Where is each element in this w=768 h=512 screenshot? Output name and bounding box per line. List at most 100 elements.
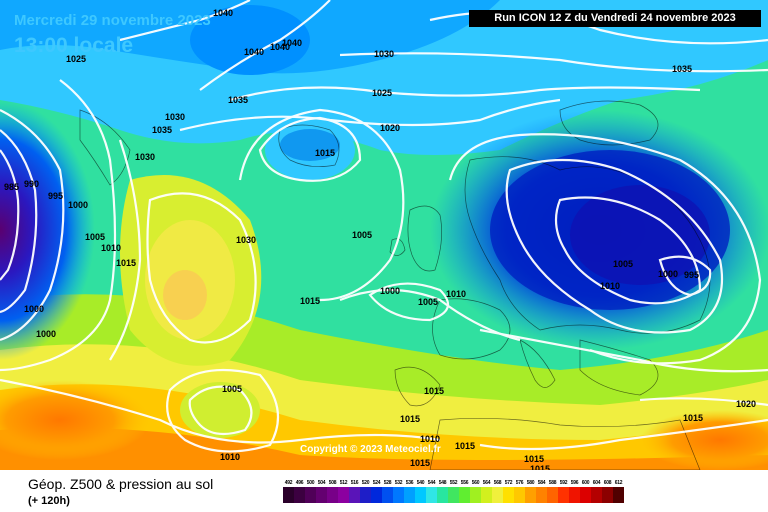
run-info: Run ICON 12 Z du Vendredi 24 novembre 20… (469, 10, 761, 27)
scale-label: 524 (372, 480, 381, 486)
isobar-label: 1040 (213, 8, 233, 18)
color-scale: 492 496 500 504 508 512 516 520 524 528 532 536 540 5… (283, 480, 624, 503)
scale-swatch (294, 487, 305, 503)
scale-step: 556 (459, 480, 470, 503)
isobar-label: 1015 (116, 258, 136, 268)
scale-swatch (525, 487, 536, 503)
isobar-label: 1000 (658, 269, 678, 279)
scale-label: 544 (427, 480, 436, 486)
scale-swatch (481, 487, 492, 503)
scale-step: 504 (316, 480, 327, 503)
scale-step: 580 (525, 480, 536, 503)
forecast-time: 13:00 locale (14, 34, 134, 57)
isobars (0, 0, 768, 453)
scale-step: 572 (503, 480, 514, 503)
scale-swatch (393, 487, 404, 503)
scale-step: 560 (470, 480, 481, 503)
scale-step: 540 (415, 480, 426, 503)
scale-label: 520 (361, 480, 370, 486)
isobar-label: 1025 (66, 54, 86, 64)
coastlines (79, 100, 711, 470)
scale-label: 580 (526, 480, 535, 486)
scale-label: 608 (603, 480, 612, 486)
scale-label: 572 (504, 480, 513, 486)
isobar-label: 1030 (165, 112, 185, 122)
isobar-label: 1035 (672, 64, 692, 74)
isobar-label: 1005 (613, 259, 633, 269)
isobar-label: 985 (4, 182, 19, 192)
scale-step: 592 (558, 480, 569, 503)
isobar-label: 1030 (374, 49, 394, 59)
scale-swatch (503, 487, 514, 503)
scale-label: 492 (284, 480, 293, 486)
scale-step: 536 (404, 480, 415, 503)
scale-step: 512 (338, 480, 349, 503)
scale-step: 584 (536, 480, 547, 503)
scale-swatch (536, 487, 547, 503)
scale-step: 532 (393, 480, 404, 503)
isobar-label: 1020 (736, 399, 756, 409)
copyright: Copyright © 2023 Meteociel.fr (300, 444, 441, 455)
scale-swatch (338, 487, 349, 503)
isobar-label: 1015 (300, 296, 320, 306)
scale-step: 576 (514, 480, 525, 503)
scale-swatch (470, 487, 481, 503)
scale-label: 584 (537, 480, 546, 486)
scale-step: 588 (547, 480, 558, 503)
scale-step: 548 (437, 480, 448, 503)
scale-step: 604 (591, 480, 602, 503)
isobar-label: 1015 (530, 464, 550, 470)
isobar-label: 1005 (352, 230, 372, 240)
scale-swatch (580, 487, 591, 503)
scale-swatch (415, 487, 426, 503)
scale-label: 592 (559, 480, 568, 486)
isobar-label: 1010 (420, 434, 440, 444)
isobar-label: 1015 (455, 441, 475, 451)
scale-step: 600 (580, 480, 591, 503)
scale-label: 612 (614, 480, 623, 486)
legend-title: Géop. Z500 & pression au sol (28, 476, 214, 492)
scale-swatch (558, 487, 569, 503)
isobar-label: 1015 (410, 458, 430, 468)
forecast-date: Mercredi 29 novembre 2023 (14, 12, 211, 29)
scale-step: 612 (613, 480, 624, 503)
scale-step: 564 (481, 480, 492, 503)
scale-label: 536 (405, 480, 414, 486)
scale-step: 520 (360, 480, 371, 503)
scale-label: 508 (328, 480, 337, 486)
isobar-label: 1000 (36, 329, 56, 339)
isobar-label: 1005 (418, 297, 438, 307)
isobar-labels: 1040 1025 1040 1040 1040 1030 1035 1025 … (4, 8, 756, 470)
scale-label: 600 (581, 480, 590, 486)
scale-step: 492 (283, 480, 294, 503)
isobar-label: 1040 (244, 47, 264, 57)
isobar-label: 1035 (228, 95, 248, 105)
scale-swatch (404, 487, 415, 503)
scale-label: 548 (438, 480, 447, 486)
scale-swatch (448, 487, 459, 503)
scale-swatch (459, 487, 470, 503)
scale-label: 504 (317, 480, 326, 486)
isobar-label: 1015 (315, 148, 335, 158)
isobar-label: 1015 (524, 454, 544, 464)
scale-label: 588 (548, 480, 557, 486)
scale-step: 516 (349, 480, 360, 503)
scale-label: 556 (460, 480, 469, 486)
scale-swatch (426, 487, 437, 503)
scale-swatch (591, 487, 602, 503)
scale-swatch (602, 487, 613, 503)
isobar-label: 990 (24, 179, 39, 189)
scale-swatch (283, 487, 294, 503)
scale-label: 500 (306, 480, 315, 486)
scale-label: 516 (350, 480, 359, 486)
isobar-label: 1010 (220, 452, 240, 462)
scale-swatch (316, 487, 327, 503)
isobar-label: 1025 (372, 88, 392, 98)
isobar-label: 1040 (270, 42, 290, 52)
legend-bar: Géop. Z500 & pression au sol (+ 120h) 49… (0, 470, 768, 512)
scale-step: 552 (448, 480, 459, 503)
isobar-label: 1015 (400, 414, 420, 424)
scale-swatch (371, 487, 382, 503)
scale-label: 576 (515, 480, 524, 486)
scale-label: 604 (592, 480, 601, 486)
